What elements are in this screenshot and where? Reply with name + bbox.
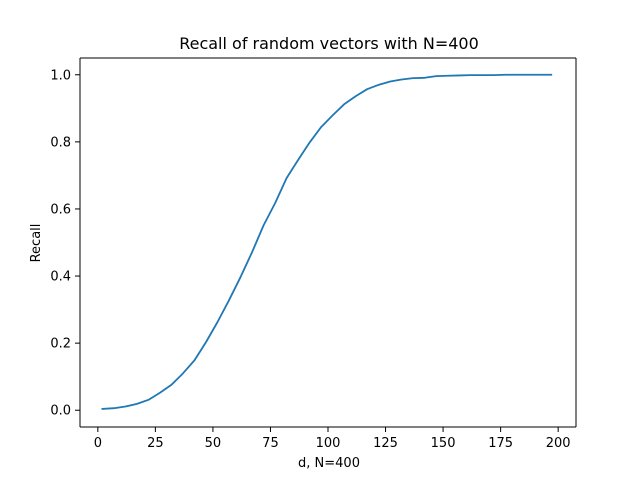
plot-area: 0 25 50 75 100 125 150 175 200 0.0 0.2 0.4 0.6 0.8 1.0 xyxy=(50,57,577,451)
series-line xyxy=(101,73,553,410)
y-tick-label: 0.2 xyxy=(50,337,71,352)
x-tick-label: 125 xyxy=(373,436,398,451)
x-tick-label: 100 xyxy=(316,436,341,451)
y-tick-label: 0.8 xyxy=(50,135,71,150)
x-tick-label: 0 xyxy=(94,436,102,451)
x-axis-label: d, N=400 xyxy=(298,456,360,471)
y-axis-label: Recall xyxy=(29,224,44,263)
y-tick-label: 0.4 xyxy=(50,270,71,285)
y-tick-label: 0.0 xyxy=(50,404,71,419)
x-tick-label: 25 xyxy=(147,436,164,451)
x-tick-label: 200 xyxy=(546,436,571,451)
chart-title: Recall of random vectors with N=400 xyxy=(179,34,479,53)
y-tick-label: 0.6 xyxy=(50,202,71,217)
x-tick-label: 50 xyxy=(205,436,222,451)
x-tick-label: 175 xyxy=(488,436,513,451)
x-tick-label: 150 xyxy=(431,436,456,451)
x-tick-label: 75 xyxy=(262,436,279,451)
y-tick-label: 1.0 xyxy=(50,68,71,83)
